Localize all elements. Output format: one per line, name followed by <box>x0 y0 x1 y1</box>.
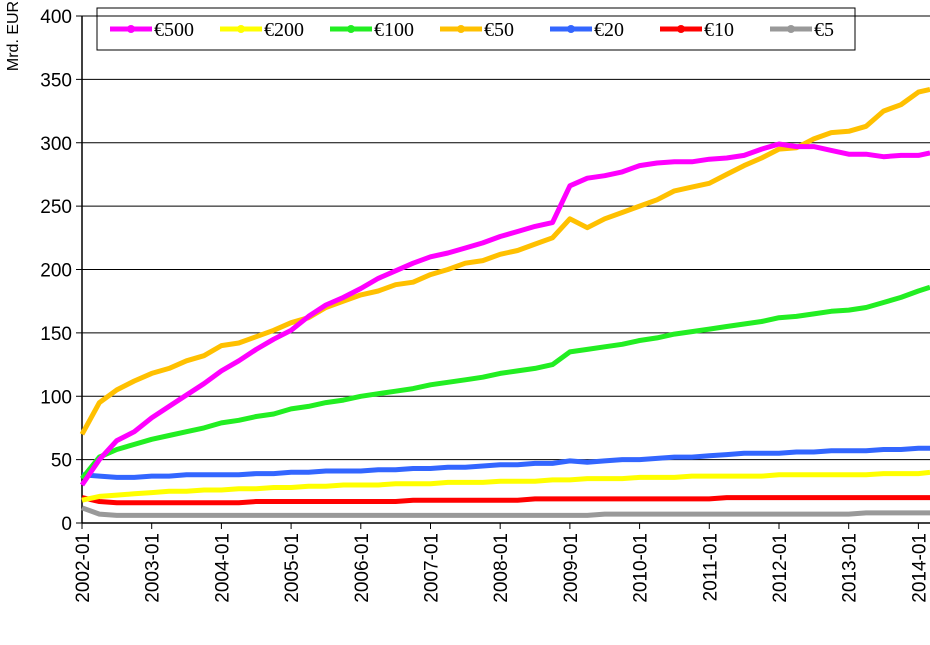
x-tick-label: 2010-01 <box>631 533 652 603</box>
x-tick-label: 2005-01 <box>282 533 303 603</box>
x-tick-label: 2003-01 <box>143 533 164 603</box>
legend-label: €10 <box>704 19 734 41</box>
y-tick-label: 150 <box>40 324 72 345</box>
y-tick-label: 300 <box>40 134 72 155</box>
legend-marker <box>347 25 355 33</box>
x-tick-label: 2008-01 <box>491 533 512 603</box>
x-tick-label: 2004-01 <box>212 533 233 603</box>
x-tick-label: 2014-01 <box>909 533 930 603</box>
legend-marker <box>237 25 245 33</box>
legend-marker <box>457 25 465 33</box>
x-tick-label: 2013-01 <box>840 533 861 603</box>
legend-label: €5 <box>814 19 834 41</box>
y-tick-label: 250 <box>40 197 72 218</box>
legend-label: €100 <box>374 19 414 41</box>
legend-label: €500 <box>154 19 194 41</box>
series-line <box>81 505 930 518</box>
series-line <box>81 445 930 480</box>
y-tick-label: 100 <box>40 387 72 408</box>
y-tick-label: 350 <box>40 70 72 91</box>
legend-marker <box>127 25 135 33</box>
x-tick-label: 2012-01 <box>770 533 791 603</box>
x-tick-label: 2006-01 <box>352 533 373 603</box>
legend-marker <box>677 25 685 33</box>
y-tick-label: 50 <box>51 451 72 472</box>
series-line <box>79 141 930 487</box>
legend-label: €50 <box>484 19 514 41</box>
x-tick-label: 2011-01 <box>700 533 721 601</box>
y-tick-label: 400 <box>40 7 72 28</box>
series-line <box>81 495 930 506</box>
legend-marker <box>787 25 795 33</box>
legend-label: €20 <box>594 19 624 41</box>
series-line <box>80 284 930 481</box>
y-tick-label: 0 <box>61 514 72 535</box>
x-tick-label: 2007-01 <box>421 533 442 603</box>
series-line <box>81 469 930 503</box>
x-tick-label: 2002-01 <box>73 533 94 603</box>
legend-marker <box>567 25 575 33</box>
x-tick-label: 2009-01 <box>561 533 582 603</box>
y-axis-label: Mrd. EUR <box>5 1 22 71</box>
legend-label: €200 <box>264 19 304 41</box>
y-tick-label: 200 <box>40 261 72 282</box>
